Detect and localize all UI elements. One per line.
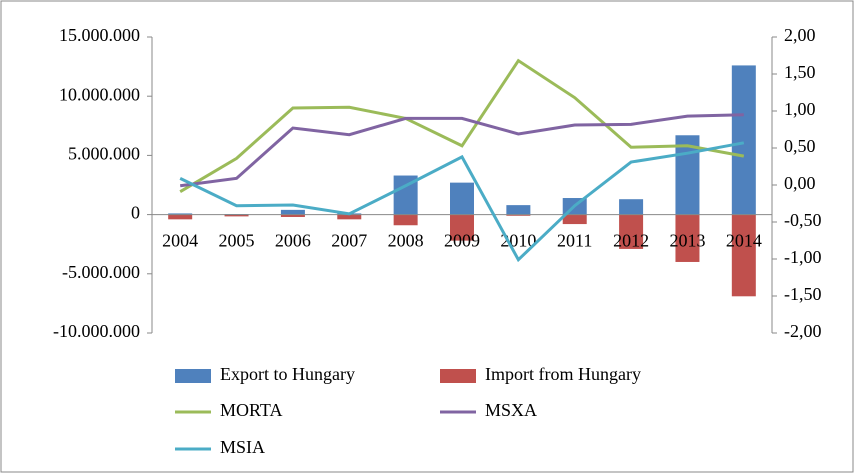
x-tick-label: 2004 [162, 231, 198, 251]
x-tick-label: 2008 [388, 231, 424, 251]
bar [224, 214, 249, 217]
bar [731, 214, 756, 297]
x-tick-label: 2007 [331, 231, 367, 251]
legend-swatch [440, 369, 476, 383]
x-tick-label: 2009 [444, 231, 480, 251]
y-tick-label: 10.000.000 [59, 84, 140, 104]
bar [506, 205, 531, 215]
bar [280, 214, 305, 217]
y-tick-label: 0 [131, 203, 140, 223]
x-tick-label: 2006 [275, 231, 311, 251]
y2-tick-label: -0,50 [784, 210, 822, 230]
y-tick-label: -5.000.000 [62, 262, 140, 282]
bar [506, 214, 531, 216]
bar [337, 214, 362, 220]
y2-tick-label: 0,50 [784, 136, 816, 156]
bar [450, 182, 474, 215]
y2-tick-label: -1,00 [784, 247, 822, 267]
legend-swatch [175, 369, 211, 383]
bar [168, 213, 193, 215]
legend-label: MORTA [220, 400, 282, 420]
bar [450, 214, 474, 241]
bar [619, 214, 644, 249]
legend-label: MSIA [220, 437, 265, 457]
x-tick-label: 2011 [557, 231, 592, 251]
bar [393, 214, 418, 226]
y2-tick-label: -1,50 [784, 284, 822, 304]
y-tick-label: 15.000.000 [59, 25, 140, 45]
bar [675, 214, 700, 262]
legend-label: MSXA [485, 400, 537, 420]
line-series [179, 58, 745, 193]
bar [168, 214, 193, 220]
y2-tick-label: 1,50 [784, 62, 816, 82]
bar [619, 199, 644, 215]
x-tick-label: 2014 [726, 231, 762, 251]
x-tick-label: 2005 [219, 231, 255, 251]
y2-tick-label: 0,00 [784, 173, 816, 193]
y2-tick-label: 2,00 [784, 25, 816, 45]
legend-label: Export to Hungary [220, 364, 355, 384]
legend-label: Import from Hungary [485, 364, 641, 384]
y2-tick-label: 1,00 [784, 99, 816, 119]
bar [562, 214, 587, 225]
y-tick-label: 5.000.000 [68, 144, 140, 164]
y-tick-label: -10.000.000 [53, 321, 140, 341]
y2-tick-label: -2,00 [784, 321, 822, 341]
line-series [179, 113, 744, 188]
bar [731, 65, 756, 215]
bar [280, 209, 305, 215]
x-tick-label: 2013 [669, 231, 705, 251]
line-series [179, 141, 745, 263]
x-tick-label: 2012 [613, 231, 649, 251]
